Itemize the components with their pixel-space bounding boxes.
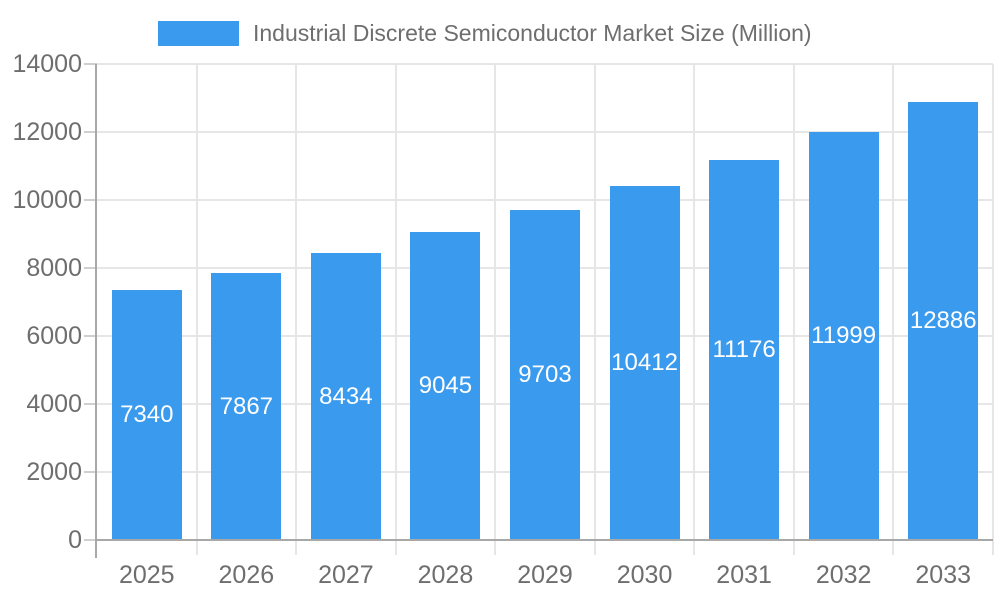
- x-tick-label: 2027: [318, 561, 374, 589]
- y-axis-tick: [84, 539, 97, 541]
- y-tick-label: 10000: [12, 186, 82, 214]
- legend-swatch: [158, 21, 239, 46]
- legend[interactable]: Industrial Discrete Semiconductor Market…: [158, 19, 812, 48]
- bar-2027[interactable]: 8434: [310, 253, 381, 540]
- bar-value-label: 7867: [219, 392, 274, 420]
- y-tick-label: 2000: [26, 458, 82, 486]
- v-gridline: [892, 64, 895, 555]
- legend-series-label: Industrial Discrete Semiconductor Market…: [253, 20, 812, 46]
- y-axis-line: [95, 64, 97, 558]
- bar-2030[interactable]: 10412: [609, 186, 680, 540]
- y-tick-label: 12000: [12, 118, 82, 146]
- y-axis-tick: [84, 403, 97, 405]
- y-axis-tick: [84, 267, 97, 269]
- y-tick-label: 0: [68, 526, 82, 554]
- y-tick-label: 4000: [26, 390, 82, 418]
- v-gridline: [593, 64, 596, 555]
- x-tick-label: 2032: [815, 561, 872, 589]
- bar-2029[interactable]: 9703: [510, 210, 580, 540]
- y-axis-tick: [84, 199, 97, 201]
- x-tick-label: 2030: [616, 561, 673, 589]
- v-gridline: [394, 64, 397, 555]
- x-tick-label: 2025: [118, 561, 175, 589]
- bar-2025[interactable]: 7340: [111, 290, 182, 540]
- v-gridline: [792, 64, 795, 555]
- h-gridline: [97, 131, 993, 133]
- y-axis-tick: [84, 335, 97, 337]
- y-tick-label: 14000: [12, 50, 82, 78]
- x-axis-baseline: [97, 539, 993, 541]
- bar-2028[interactable]: 9045: [410, 232, 481, 540]
- bar-value-label: 11999: [811, 322, 877, 349]
- bar-2031[interactable]: 11176: [709, 160, 780, 540]
- x-tick-label: 2033: [915, 561, 972, 589]
- h-gridline: [97, 199, 993, 201]
- bar-2032[interactable]: 11999: [808, 132, 879, 540]
- x-tick-label: 2028: [417, 561, 474, 589]
- bar-2033[interactable]: 12886: [908, 102, 979, 540]
- y-tick-label: 6000: [26, 322, 82, 350]
- bar-value-label: 7340: [120, 401, 174, 428]
- y-axis-tick: [84, 471, 97, 473]
- x-tick-label: 2031: [716, 561, 772, 589]
- x-tick-label: 2029: [517, 561, 573, 589]
- v-gridline: [195, 64, 198, 555]
- bar-value-label: 12886: [909, 307, 977, 334]
- v-gridline: [992, 64, 994, 555]
- bar-value-label: 9045: [418, 372, 473, 399]
- x-tick-label: 2026: [218, 561, 275, 589]
- v-gridline: [295, 64, 298, 555]
- y-axis-tick: [84, 63, 97, 65]
- bar-value-label: 8434: [319, 382, 373, 410]
- h-gridline: [97, 63, 993, 65]
- y-tick-label: 8000: [26, 254, 82, 282]
- bar-value-label: 10412: [611, 349, 678, 376]
- bar-value-label: 9703: [518, 361, 572, 388]
- bar-value-label: 11176: [712, 336, 776, 363]
- y-axis-tick: [84, 131, 97, 133]
- bar-2026[interactable]: 7867: [211, 273, 282, 540]
- v-gridline: [693, 64, 696, 555]
- v-gridline: [494, 64, 497, 555]
